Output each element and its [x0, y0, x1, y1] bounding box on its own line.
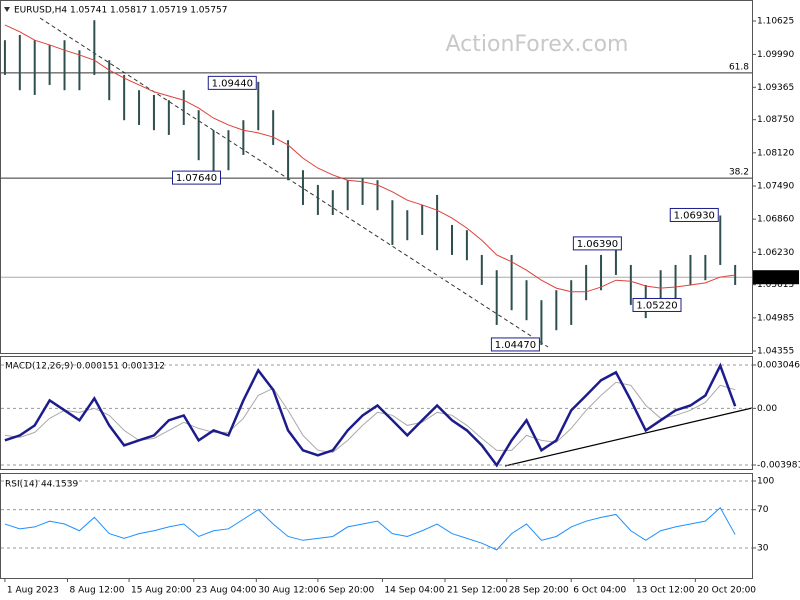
x-tick-label: 6 Oct 04:00 [573, 586, 626, 596]
price-annotation: 1.04470 [495, 340, 536, 351]
chart-title: EURUSD,H4 1.05741 1.05817 1.05719 1.0575… [14, 6, 227, 16]
x-tick-label: 6 Sep 20:00 [320, 586, 375, 596]
y-tick-label: 1.06860 [757, 215, 794, 225]
series-line [4, 362, 737, 468]
macd-trend-line [504, 407, 753, 467]
last-price-label: 1.05757 [757, 273, 794, 283]
macd-title: MACD(12,26,9) 0.000151 0.001312 [5, 362, 165, 372]
y-tick-label: 1.08120 [757, 148, 794, 158]
y-tick-label: 1.04355 [757, 347, 794, 357]
price-annotation-box [490, 337, 540, 352]
level-label: 61.8 [729, 62, 749, 72]
x-tick-label: 21 Sep 12:00 [447, 586, 507, 596]
price-annotation: 1.05220 [636, 300, 677, 311]
rsi-pane [0, 473, 753, 579]
price-annotation-box [207, 75, 257, 90]
x-tick-label: 30 Aug 12:00 [258, 586, 319, 596]
price-annotation: 1.09440 [212, 78, 253, 89]
x-tick-label: 13 Oct 12:00 [636, 586, 695, 596]
price-annotation-box [632, 297, 682, 312]
y-tick-label: 70 [757, 505, 769, 515]
price-annotation-box [669, 207, 719, 222]
price-pane [0, 0, 753, 354]
price-annotation: 1.07640 [176, 173, 217, 184]
series-line [4, 381, 736, 453]
y-tick-label: 1.09990 [757, 50, 794, 60]
y-tick-label: 1.10625 [757, 17, 794, 27]
level-label: 38.2 [729, 168, 749, 178]
y-tick-label: 100 [757, 476, 774, 486]
price-annotation-box [572, 236, 622, 251]
x-tick-label: 20 Oct 20:00 [697, 586, 756, 596]
y-tick-label: 0.00 [757, 404, 777, 414]
watermark: ActionForex.com [446, 32, 629, 57]
price-annotation-box [172, 170, 222, 185]
y-tick-label: 1.08750 [757, 115, 794, 125]
x-tick-label: 23 Aug 04:00 [196, 586, 257, 596]
y-tick-label: 1.04985 [757, 313, 794, 323]
series-line [4, 24, 736, 293]
price-annotation: 1.06930 [674, 210, 715, 221]
trend-line [39, 17, 549, 348]
y-tick-label: 1.07490 [757, 182, 794, 192]
x-tick-label: 14 Sep 04:00 [384, 586, 444, 596]
y-tick-label: 1.05615 [757, 280, 794, 290]
y-tick-label: 1.09365 [757, 83, 794, 93]
x-tick-label: 15 Aug 20:00 [131, 586, 192, 596]
series-line [4, 506, 736, 551]
last-price-box [753, 270, 799, 285]
x-tick-label: 8 Aug 12:00 [70, 586, 125, 596]
macd-pane [0, 356, 753, 470]
menu-icon[interactable] [4, 7, 10, 12]
x-tick-label: 1 Aug 2023 [7, 586, 59, 596]
x-tick-label: 28 Sep 20:00 [509, 586, 569, 596]
y-tick-label: 0.003046 [757, 360, 800, 370]
y-tick-label: 30 [757, 543, 769, 553]
rsi-title: RSI(14) 44.1539 [5, 480, 78, 490]
price-annotation: 1.06390 [577, 239, 618, 250]
y-tick-label: -0.003981 [757, 461, 800, 471]
y-tick-label: 1.06230 [757, 248, 794, 258]
